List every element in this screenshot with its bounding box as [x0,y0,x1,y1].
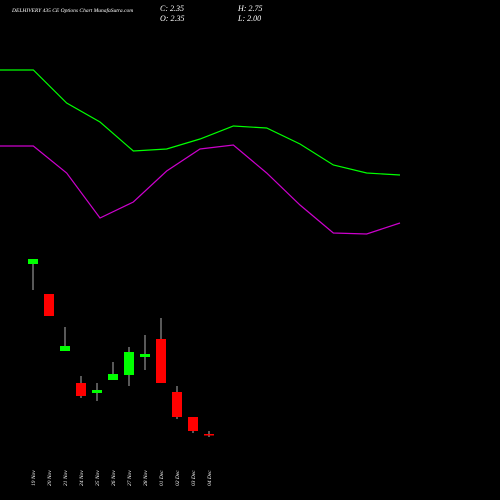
x-tick-label: 04 Dec [206,470,213,486]
candle-body [204,434,214,436]
x-tick-label: 20 Nov [47,470,53,486]
x-tick-label: 24 Nov [78,470,85,486]
info-low: L: 2.00 [237,14,261,23]
indicator-line [0,144,401,235]
x-tick-label: 25 Nov [95,470,101,486]
chart-title: DELHIVERY 435 CE Options Chart MunafaSut… [11,7,133,14]
info-close: C: 2.35 [160,4,184,13]
candle-body [28,259,38,264]
candle-body [140,354,150,357]
x-tick-label: 01 Dec [159,470,165,486]
candle-body [172,392,182,417]
info-open: O: 2.35 [160,14,184,23]
candle-body [156,339,166,383]
candle-body [60,346,70,351]
candle-body [124,352,134,375]
x-tick-label: 21 Nov [63,470,69,486]
candle-body [92,390,102,393]
x-tick-label: 02 Dec [175,470,181,486]
x-tick-label: 26 Nov [111,470,117,486]
candle-body [188,417,198,431]
x-tick-label: 03 Dec [191,470,197,486]
x-tick-label: 27 Nov [127,470,133,486]
candle-body [76,383,86,396]
candle-body [108,374,118,380]
indicator-line [0,69,401,176]
candle-body [44,294,54,316]
x-tick-label: 28 Nov [143,470,149,486]
info-high: H: 2.75 [237,4,262,13]
x-tick-label: 19 Nov [31,470,37,486]
